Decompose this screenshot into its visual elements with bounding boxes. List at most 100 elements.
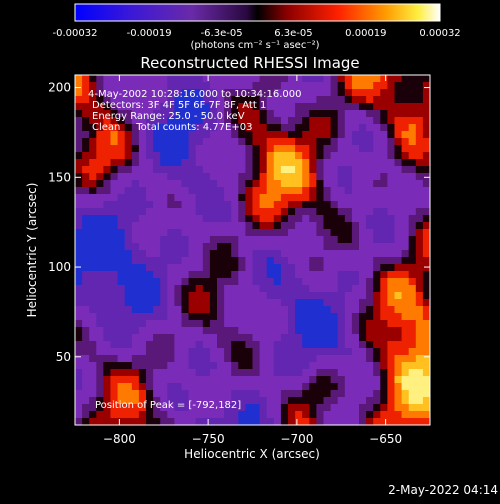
heatmap-cell bbox=[415, 376, 424, 384]
heatmap-cell bbox=[138, 376, 147, 384]
heatmap-cell bbox=[330, 243, 339, 251]
heatmap-cell bbox=[224, 411, 232, 419]
heatmap-cell bbox=[138, 159, 147, 167]
heatmap-cell bbox=[394, 285, 403, 293]
heatmap-cell bbox=[209, 138, 218, 146]
heatmap-cell bbox=[252, 327, 261, 335]
heatmap-cell bbox=[344, 194, 353, 202]
heatmap-cell bbox=[302, 117, 310, 125]
heatmap-cell bbox=[252, 229, 261, 237]
heatmap-cell bbox=[252, 369, 261, 377]
heatmap-cell bbox=[408, 131, 417, 139]
heatmap-cell bbox=[75, 411, 83, 419]
heatmap-cell bbox=[330, 257, 339, 265]
heatmap-cell bbox=[288, 278, 296, 286]
heatmap-cell bbox=[188, 103, 197, 111]
heatmap-cell bbox=[238, 369, 246, 377]
heatmap-cell bbox=[231, 89, 239, 97]
heatmap-cell bbox=[146, 320, 154, 328]
heatmap-cell bbox=[82, 404, 90, 412]
heatmap-cell bbox=[209, 348, 218, 356]
heatmap-cell bbox=[89, 110, 97, 118]
heatmap-cell bbox=[394, 320, 403, 328]
heatmap-cell bbox=[415, 355, 424, 363]
heatmap-cell bbox=[202, 313, 211, 321]
heatmap-cell bbox=[110, 124, 119, 132]
heatmap-cell bbox=[202, 376, 211, 384]
heatmap-cell bbox=[131, 229, 140, 237]
heatmap-cell bbox=[280, 376, 289, 384]
heatmap-cell bbox=[401, 348, 410, 356]
heatmap-cell bbox=[146, 271, 154, 279]
heatmap-cell bbox=[351, 222, 360, 230]
heatmap-cell bbox=[89, 222, 97, 230]
heatmap-cell bbox=[401, 362, 410, 370]
heatmap-cell bbox=[89, 187, 97, 195]
heatmap-cell bbox=[387, 292, 396, 300]
heatmap-cell bbox=[202, 194, 211, 202]
heatmap-cell bbox=[103, 96, 112, 104]
heatmap-cell bbox=[415, 187, 424, 195]
heatmap-cell bbox=[138, 243, 147, 251]
heatmap-cell bbox=[344, 145, 353, 153]
heatmap-cell bbox=[75, 215, 83, 223]
heatmap-cell bbox=[138, 383, 147, 391]
heatmap-cell bbox=[217, 348, 225, 356]
heatmap-cell bbox=[167, 285, 175, 293]
heatmap-cell bbox=[387, 96, 396, 104]
heatmap-cell bbox=[316, 271, 325, 279]
heatmap-cell bbox=[96, 271, 104, 279]
heatmap-cell bbox=[195, 397, 204, 405]
heatmap-cell bbox=[181, 138, 190, 146]
heatmap-cell bbox=[359, 173, 367, 181]
heatmap-cell bbox=[280, 103, 289, 111]
heatmap-cell bbox=[195, 222, 204, 230]
heatmap-cell bbox=[266, 229, 275, 237]
heatmap-cell bbox=[231, 383, 239, 391]
heatmap-cell bbox=[238, 75, 246, 83]
heatmap-cell bbox=[330, 152, 339, 160]
heatmap-cell bbox=[273, 369, 282, 377]
heatmap-cell bbox=[295, 418, 303, 425]
heatmap-cell bbox=[387, 418, 396, 425]
heatmap-cell bbox=[188, 145, 197, 153]
heatmap-cell bbox=[359, 313, 367, 321]
heatmap-cell bbox=[224, 362, 232, 370]
heatmap-cell bbox=[323, 320, 332, 328]
heatmap-cell bbox=[138, 348, 147, 356]
heatmap-cell bbox=[408, 96, 417, 104]
heatmap-cell bbox=[209, 159, 218, 167]
heatmap-cell bbox=[280, 369, 289, 377]
heatmap-cell bbox=[344, 320, 353, 328]
heatmap-cell bbox=[252, 243, 261, 251]
x-axis-ticks: −800 −750 −700 −650 bbox=[103, 75, 402, 446]
heatmap-cell bbox=[288, 292, 296, 300]
heatmap-cell bbox=[82, 334, 90, 342]
heatmap-cell bbox=[188, 208, 197, 216]
heatmap-cell bbox=[153, 131, 161, 139]
heatmap-cell bbox=[288, 208, 296, 216]
heatmap-cell bbox=[209, 89, 218, 97]
heatmap-cell bbox=[138, 355, 147, 363]
heatmap-cell bbox=[359, 194, 367, 202]
heatmap-cell bbox=[344, 110, 353, 118]
heatmap-cell bbox=[309, 397, 317, 405]
heatmap-cell bbox=[266, 180, 275, 188]
heatmap-cell bbox=[174, 341, 183, 349]
y-tick-label: 150 bbox=[48, 170, 71, 184]
heatmap-cell bbox=[181, 341, 190, 349]
heatmap-cell bbox=[75, 264, 83, 272]
heatmap-cell bbox=[344, 271, 353, 279]
heatmap-cell bbox=[387, 334, 396, 342]
heatmap-cell bbox=[209, 292, 218, 300]
heatmap-cell bbox=[259, 418, 268, 425]
heatmap-cell bbox=[422, 348, 430, 356]
heatmap-cell bbox=[167, 103, 175, 111]
heatmap-cell bbox=[138, 334, 147, 342]
heatmap-cell bbox=[231, 348, 239, 356]
heatmap-cell bbox=[110, 243, 119, 251]
heatmap-cell bbox=[280, 355, 289, 363]
heatmap-cell bbox=[316, 264, 325, 272]
heatmap-cell bbox=[195, 229, 204, 237]
heatmap-cell bbox=[181, 229, 190, 237]
